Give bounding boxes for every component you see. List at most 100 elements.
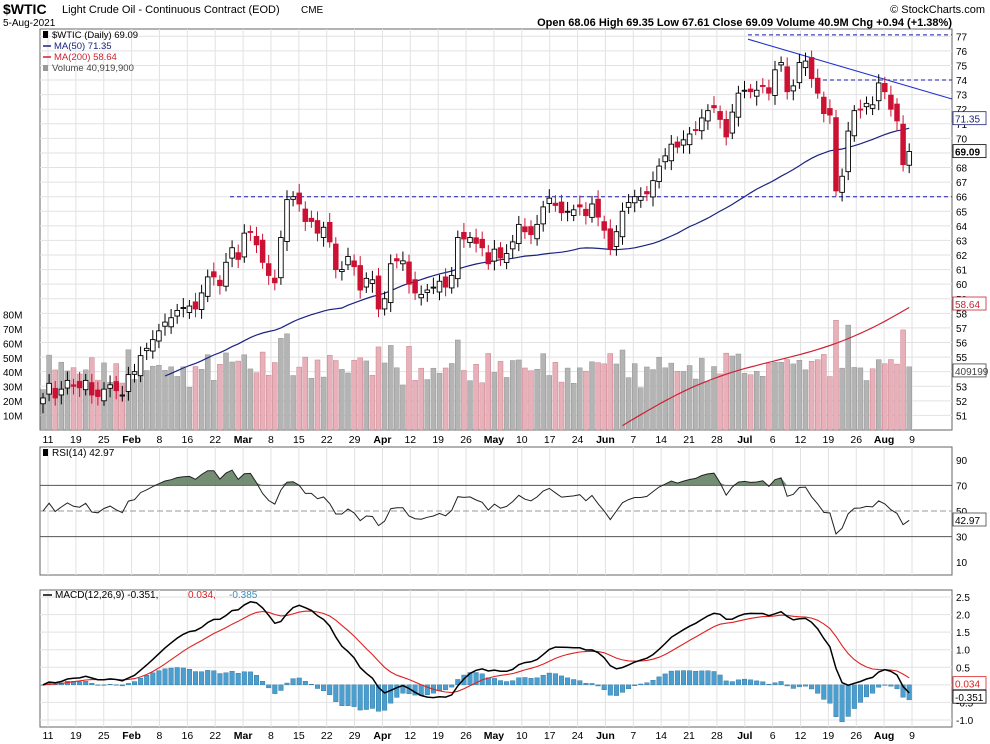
volume-bar xyxy=(211,380,217,431)
symbol-title: $WTIC xyxy=(3,1,47,17)
candle-body xyxy=(894,103,900,122)
candle-body xyxy=(168,317,174,328)
volume-bar xyxy=(143,370,150,431)
x-tick-label: 12 xyxy=(795,730,807,742)
candle-body xyxy=(308,217,315,222)
macd-histogram-bar xyxy=(583,683,589,686)
x-tick-label: 28 xyxy=(711,434,723,446)
macd-histogram-bar xyxy=(241,671,247,686)
macd-histogram-bar xyxy=(699,670,705,686)
candle-body xyxy=(906,151,912,166)
macd-histogram-bar xyxy=(363,684,369,710)
macd-histogram-bar xyxy=(656,676,662,686)
candle-body xyxy=(174,309,180,317)
volume-bar xyxy=(857,367,864,431)
x-tick-label: 9 xyxy=(909,730,915,742)
volume-bar xyxy=(412,380,418,431)
volume-bar xyxy=(821,354,827,431)
macd-histogram-bar xyxy=(491,678,497,686)
volume-tag: 409199 xyxy=(955,367,989,378)
x-tick-label: 21 xyxy=(683,730,695,742)
candle-body xyxy=(40,397,46,405)
x-tick-label: 10 xyxy=(516,434,528,446)
volume-y-tick-label: 10M xyxy=(3,412,22,423)
volume-bar xyxy=(845,324,851,431)
legend-ma50: MA(50) 71.35 xyxy=(54,41,112,52)
rsi-legend: RSI(14) 42.97 xyxy=(43,448,115,459)
volume-bar xyxy=(449,363,455,431)
volume-bar xyxy=(564,367,571,431)
x-tick-label: May xyxy=(484,434,505,446)
candle-body xyxy=(900,123,906,166)
candle-body xyxy=(650,180,656,198)
volume-bar xyxy=(424,379,430,431)
volume-bar xyxy=(381,362,388,431)
candle-body xyxy=(64,379,71,389)
macd-histogram-bar xyxy=(540,675,546,686)
macd-histogram-bar xyxy=(125,683,131,686)
macd-histogram-bar xyxy=(845,684,851,717)
ma50-line xyxy=(164,127,910,377)
candle-body xyxy=(253,235,260,246)
rsi-y-tick-label: 50 xyxy=(956,507,968,518)
candle-body xyxy=(339,269,345,273)
macd-histogram-bar xyxy=(168,667,174,686)
price-y-tick-label: 58 xyxy=(956,309,968,320)
volume-bar xyxy=(223,352,229,431)
volume-bar xyxy=(741,373,748,431)
volume-bar xyxy=(754,371,760,431)
volume-bar xyxy=(241,354,248,431)
x-tick-label: Aug xyxy=(874,730,894,742)
candle-body xyxy=(857,108,864,111)
candle-body xyxy=(729,111,736,134)
x-tick-label: Apr xyxy=(373,730,391,742)
volume-bar xyxy=(552,362,559,431)
x-tick-label: 24 xyxy=(572,434,584,446)
volume-bar xyxy=(217,364,223,431)
volume-bar xyxy=(375,346,382,431)
price-y-tick-label: 75 xyxy=(956,61,968,72)
x-tick-label: 29 xyxy=(349,434,361,446)
candle-body xyxy=(357,265,363,291)
ma200-line xyxy=(622,306,910,427)
x-tick-label: 26 xyxy=(460,730,472,742)
volume-bar xyxy=(540,353,546,431)
volume-bar xyxy=(339,369,345,431)
candle-body xyxy=(400,260,406,265)
volume-bar xyxy=(247,368,254,431)
candle-body xyxy=(82,379,89,391)
macd-signal-tag-bg xyxy=(952,676,987,691)
candle-body xyxy=(467,237,473,244)
candle-body xyxy=(577,204,583,208)
instrument-name: Light Crude Oil - Continuous Contract (E… xyxy=(62,4,280,16)
macd-y-tick-label: 2.0 xyxy=(956,611,970,622)
macd-histogram-bar xyxy=(742,678,748,686)
candle-body xyxy=(680,139,687,146)
candle-body xyxy=(638,196,644,201)
x-tick-label: Mar xyxy=(234,730,253,742)
candle-body xyxy=(455,237,461,280)
ma50-tag: 71.35 xyxy=(955,115,980,126)
volume-bar xyxy=(418,367,424,431)
candle-body xyxy=(778,62,784,66)
x-tick-label: 29 xyxy=(349,730,361,742)
ma50-tag-bg xyxy=(952,111,987,126)
macd-histogram-bar xyxy=(565,677,571,686)
x-tick-label: 8 xyxy=(268,730,274,742)
candle-body xyxy=(52,387,58,399)
macd-histogram-bar xyxy=(89,683,95,686)
candle-body xyxy=(668,143,675,162)
volume-bar xyxy=(595,362,601,431)
macd-y-tick-label: 2.5 xyxy=(956,593,970,604)
candle-body xyxy=(430,286,437,289)
price-y-tick-label: 51 xyxy=(956,411,968,422)
volume-bar xyxy=(162,369,168,431)
volume-bar xyxy=(180,366,187,431)
macd-histogram-bar xyxy=(131,681,137,686)
macd-histogram-bar xyxy=(333,684,339,702)
volume-y-tick-label: 60M xyxy=(3,339,22,350)
volume-bar xyxy=(473,363,479,431)
volume-bar xyxy=(882,363,888,431)
macd-histogram-bar xyxy=(687,670,693,686)
x-tick-label: 26 xyxy=(460,434,472,446)
